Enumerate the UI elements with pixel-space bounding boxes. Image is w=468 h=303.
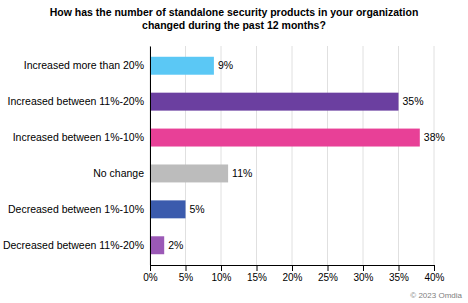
- y-tick-label: Increased between 1%-10%: [13, 131, 144, 143]
- x-tick-mark: [434, 265, 435, 271]
- y-tick-label: Decreased between 11%-20%: [3, 239, 144, 251]
- bar: [150, 93, 399, 111]
- x-axis: 0% 5% 10% 15% 20% 25% 30% 35% 40%: [143, 265, 444, 283]
- data-labels: 9% 35% 38% 11% 5% 2%: [168, 59, 445, 251]
- data-label: 35%: [403, 95, 424, 107]
- x-tick: 30%: [353, 265, 373, 283]
- data-label: 5%: [190, 203, 205, 215]
- y-axis: Increased more than 20% Increased between…: [3, 47, 151, 266]
- x-tick-mark: [292, 265, 293, 271]
- x-tick: 25%: [318, 265, 338, 283]
- x-tick-label: 35%: [389, 272, 409, 283]
- grid-line: [327, 46, 328, 265]
- x-tick-mark: [328, 265, 329, 271]
- grid-line: [256, 46, 257, 265]
- x-tick: 40%: [424, 265, 444, 283]
- x-tick-label: 10%: [211, 272, 231, 283]
- grid-line: [363, 46, 364, 265]
- bars: [150, 57, 420, 254]
- plot-area: 0% 5% 10% 15% 20% 25% 30% 35% 40% Increased more …: [3, 46, 445, 283]
- x-tick: 10%: [211, 265, 231, 283]
- y-tick: Increased between 1%-10%: [13, 131, 150, 143]
- data-label: 11%: [232, 167, 252, 179]
- data-label: 9%: [218, 59, 233, 71]
- y-tick: Increased between 11%-20%: [8, 95, 150, 107]
- title: How has the number of standalone securit…: [50, 6, 419, 31]
- chart: 0% 5% 10% 15% 20% 25% 30% 35% 40% Increased more …: [0, 0, 468, 303]
- grid-line: [150, 46, 151, 265]
- x-tick-label: 5%: [179, 272, 194, 283]
- bar: [150, 236, 164, 254]
- y-tick: No change: [93, 167, 150, 179]
- x-tick-mark: [257, 265, 258, 271]
- grid-line: [292, 46, 293, 265]
- x-tick: 0%: [143, 265, 158, 283]
- bar: [150, 57, 214, 75]
- y-tick-label: Decreased between 1%-10%: [8, 203, 144, 215]
- x-tick-label: 25%: [318, 272, 338, 283]
- x-tick-mark: [221, 265, 222, 271]
- y-tick-label: Increased more than 20%: [24, 59, 144, 71]
- x-axis-line: [151, 266, 435, 272]
- x-tick: 35%: [389, 265, 409, 283]
- grid-line: [185, 46, 186, 265]
- x-tick-label: 20%: [282, 272, 302, 283]
- x-tick: 20%: [282, 265, 302, 283]
- x-tick-label: 0%: [143, 272, 158, 283]
- grid-line: [434, 46, 435, 265]
- bar: [150, 129, 420, 147]
- y-axis-line: [150, 47, 151, 266]
- x-tick-mark: [186, 265, 187, 271]
- annotation: © 2023 Omdia: [410, 291, 462, 300]
- x-tick-mark: [150, 265, 151, 271]
- grid-line: [398, 46, 399, 265]
- x-tick-mark: [399, 265, 400, 271]
- x-tick-label: 40%: [424, 272, 444, 283]
- y-tick: Decreased between 11%-20%: [3, 239, 150, 251]
- y-tick: Decreased between 1%-10%: [8, 203, 150, 215]
- y-tick-label: Increased between 11%-20%: [8, 95, 144, 107]
- bar: [150, 200, 186, 218]
- y-tick-label: No change: [93, 167, 144, 179]
- grid: [150, 46, 434, 265]
- y-tick: Increased more than 20%: [24, 59, 150, 71]
- bar: [150, 164, 228, 182]
- grid-line: [221, 46, 222, 265]
- x-tick-label: 15%: [247, 272, 267, 283]
- data-label: 38%: [424, 131, 445, 143]
- data-label: 2%: [168, 239, 183, 251]
- x-tick-mark: [363, 265, 364, 271]
- x-tick: 15%: [247, 265, 267, 283]
- x-tick: 5%: [179, 265, 194, 283]
- x-tick-label: 30%: [353, 272, 373, 283]
